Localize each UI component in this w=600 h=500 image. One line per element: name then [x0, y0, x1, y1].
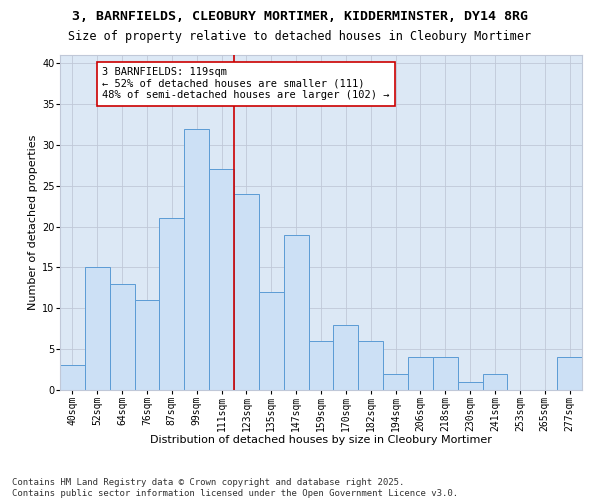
- Bar: [408, 358, 433, 390]
- Y-axis label: Number of detached properties: Number of detached properties: [28, 135, 38, 310]
- Bar: [334, 324, 358, 390]
- X-axis label: Distribution of detached houses by size in Cleobury Mortimer: Distribution of detached houses by size …: [150, 435, 492, 445]
- Text: 3, BARNFIELDS, CLEOBURY MORTIMER, KIDDERMINSTER, DY14 8RG: 3, BARNFIELDS, CLEOBURY MORTIMER, KIDDER…: [72, 10, 528, 23]
- Bar: [209, 170, 234, 390]
- Bar: [85, 268, 110, 390]
- Bar: [234, 194, 259, 390]
- Bar: [110, 284, 134, 390]
- Bar: [308, 341, 334, 390]
- Bar: [184, 128, 209, 390]
- Bar: [60, 366, 85, 390]
- Bar: [284, 235, 308, 390]
- Bar: [482, 374, 508, 390]
- Text: 3 BARNFIELDS: 119sqm
← 52% of detached houses are smaller (111)
48% of semi-deta: 3 BARNFIELDS: 119sqm ← 52% of detached h…: [102, 68, 390, 100]
- Bar: [458, 382, 482, 390]
- Bar: [259, 292, 284, 390]
- Bar: [557, 358, 582, 390]
- Bar: [433, 358, 458, 390]
- Bar: [134, 300, 160, 390]
- Bar: [358, 341, 383, 390]
- Text: Contains HM Land Registry data © Crown copyright and database right 2025.
Contai: Contains HM Land Registry data © Crown c…: [12, 478, 458, 498]
- Bar: [160, 218, 184, 390]
- Bar: [383, 374, 408, 390]
- Text: Size of property relative to detached houses in Cleobury Mortimer: Size of property relative to detached ho…: [68, 30, 532, 43]
